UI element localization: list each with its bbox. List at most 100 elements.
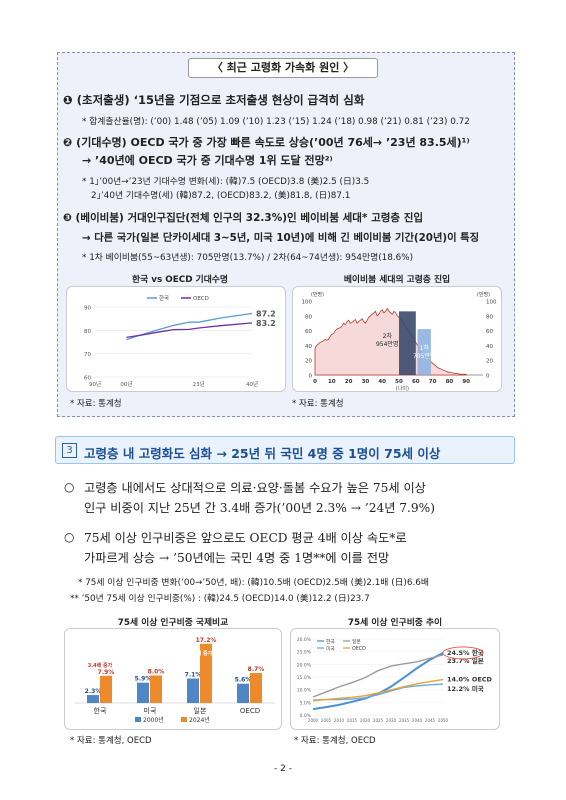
- y-tick-label: 0.0%: [300, 713, 312, 719]
- y-tick-label: 20: [305, 359, 312, 365]
- bar-value-label: 5.9%: [135, 676, 152, 683]
- x-tick-label: 00년: [120, 380, 132, 388]
- y-axis-label: (만명): [311, 291, 324, 298]
- growth-annotation: 2.4배 증가: [188, 650, 213, 657]
- growth-annotation: 3.4배 증가: [88, 662, 113, 669]
- y-tick-label-right: 100: [486, 300, 497, 306]
- y-tick-label: 30.0%: [297, 637, 312, 643]
- bullet-icon: ○: [64, 530, 75, 544]
- paragraph-note: ** ’50년 75세 이상 인구비중(%) : (韓)24.5 (OECD)1…: [70, 594, 370, 604]
- y-tick-label: 100: [302, 300, 313, 306]
- y-tick-label-right: 0: [486, 374, 490, 380]
- item-mark: ❶: [63, 93, 73, 107]
- y-tick-label: 40: [305, 344, 312, 350]
- x-tick-label: 60: [412, 379, 420, 385]
- elderly-share-bar-svg: 2.3% 7.9% 한국 5.9%8.0% 미국 7.1% 17.2% 일본 5.6% 8.7% O…: [75, 637, 275, 724]
- elderly-share-trend-chart: 0.0% 5.0% 10.0% 15.0% 20.0% 25.0% 30.0% 2000 200…: [290, 628, 500, 730]
- x-tick-label: 90: [462, 379, 470, 385]
- chart-caption: 한국 vs OECD 기대수명: [132, 275, 228, 285]
- page-number: - 2 -: [274, 764, 292, 774]
- x-tick-label: 23년: [193, 380, 205, 388]
- bar-value-label: 8.7%: [248, 666, 265, 673]
- x-tick-label: 2050: [438, 718, 449, 723]
- annotation-second: 954만명: [376, 340, 399, 348]
- x-tick-label: 10: [328, 379, 336, 385]
- y-tick-label: 60: [305, 329, 312, 335]
- elderly-share-bar-chart: 2.3% 7.9% 한국 5.9% 8.0% 미국 7.1% 17.2% 일본 5.6% 8.7% O…: [64, 628, 282, 730]
- y-tick-label-right: 20: [486, 359, 493, 365]
- legend-swatch: [135, 717, 141, 722]
- end-value-label: 87.2: [256, 310, 276, 319]
- legend-label: 2000년: [143, 716, 164, 724]
- item-text: (베이비붐) 거대인구집단(전체 인구의 32.3%)인 베이비붐 세대* 고령…: [75, 212, 424, 224]
- item-text: (초저출생) ‘15년을 기점으로 초저출생 현상이 급격히 심화: [76, 93, 365, 107]
- category-label: OECD: [240, 707, 260, 715]
- first-boom-bar: [417, 329, 431, 375]
- baby-boom-chart: 0 0 20 20 40 40 60 60 80 80 100 100 (만명) (만명) 0 10 20 30 4…: [292, 286, 502, 392]
- category-label: 일본: [194, 706, 207, 715]
- paragraph-line: 75세 이상 인구비중은 앞으로도 OECD 평균 4배 이상 속도*로: [84, 531, 407, 545]
- category-label: 한국: [94, 707, 107, 715]
- paragraph-line: 고령층 내에서도 상대적으로 의료·요양·돌봄 수요가 높은 75세 이상: [84, 481, 426, 495]
- y-tick-label: 15.0%: [297, 675, 312, 681]
- x-tick-label: 2025: [373, 718, 384, 723]
- item-note: * 1차 베이비붐(55~63년생): 705만명(13.7%) / 2차(64…: [82, 253, 414, 263]
- bar-value-label: 5.6%: [235, 677, 252, 684]
- life-expectancy-svg: 60 70 80 90 90년 00년 23년 40년 한국 87.2 OECD 83.2: [84, 295, 276, 388]
- bar-2024년: [200, 643, 212, 703]
- source-note: * 자료: 통계청, OECD: [70, 736, 152, 746]
- item-low-birth: ❶ (초저출생) ‘15년을 기점으로 초저출생 현상이 급격히 심화: [63, 92, 364, 108]
- bar-value-label: 8.0%: [148, 668, 165, 675]
- x-tick-label: 40년: [246, 380, 258, 388]
- category-label: 미국: [144, 706, 157, 715]
- item-life-expectancy: ❷ (기대수명) OECD 국가 중 가장 빠른 속도로 상승(’00년 76세…: [63, 134, 470, 150]
- bar-2000년: [137, 682, 149, 703]
- bar-2000년: [237, 683, 249, 703]
- x-tick-label: 2045: [425, 718, 436, 723]
- item-note: 2」’40년 기대수명(세) (韓)87.2, (OECD)83.2, (美)8…: [91, 191, 351, 201]
- item-text-2: → 다른 국가(일본 단카이세대 3~5년, 미국 10년)에 비해 긴 베이비…: [82, 232, 480, 244]
- series-line-일본: [312, 654, 444, 698]
- item-baby-boom: ❸ (베이비붐) 거대인구집단(전체 인구의 32.3%)인 베이비붐 세대* …: [63, 210, 423, 225]
- bar-value-label: 17.2%: [196, 637, 217, 644]
- legend-label: OECD: [193, 296, 209, 302]
- bar-2024년: [100, 675, 112, 703]
- bar-2000년: [187, 678, 199, 703]
- x-tick-label: 70: [429, 379, 437, 385]
- annotation-first: 1차: [420, 344, 430, 352]
- end-value-label: 23.7% 일본: [447, 656, 484, 665]
- end-value-label: 24.5% 한국: [447, 648, 484, 657]
- item-note: * 합계출산율(명): (’00) 1.48 (’05) 1.09 (’10) …: [82, 117, 470, 127]
- item-mark: ❸: [63, 212, 72, 224]
- series-line-OECD: [312, 678, 444, 702]
- y-tick-label-right: 40: [486, 344, 493, 350]
- bullet-icon: ○: [64, 480, 75, 494]
- legend-label: OECD: [352, 646, 366, 652]
- bar-2000년: [87, 695, 99, 703]
- item-mark: ❷: [63, 136, 73, 149]
- paragraph-note: * 75세 이상 인구비중 변화(’00→’50년, 배): (韓)10.5배 …: [78, 578, 429, 588]
- y-tick-label: 25.0%: [297, 650, 312, 656]
- y-tick-label: 80: [84, 329, 91, 335]
- highlight-circle: [442, 646, 484, 660]
- paragraph-line: 가파르게 상승 → ’50년에는 국민 4명 중 1명**에 이를 전망: [84, 551, 390, 565]
- chart-caption: 75세 이상 인구비중 추이: [347, 618, 443, 628]
- x-tick-label: 2015: [347, 718, 358, 723]
- y-tick-label: 90: [84, 306, 91, 312]
- x-tick-label: 2005: [321, 718, 332, 723]
- y-tick-label: 70: [84, 352, 91, 358]
- y-tick-label: 0: [309, 374, 313, 380]
- annotation-first: 705만명: [413, 352, 436, 360]
- annotation-second: 2차: [383, 332, 393, 340]
- legend-swatch: [181, 717, 187, 722]
- bar-value-label: 2.3%: [85, 688, 102, 695]
- legend-label: 2024년: [189, 716, 210, 724]
- end-value-label: 12.2% 미국: [447, 684, 484, 693]
- x-tick-label: 80: [446, 379, 454, 385]
- series-line-한국: [312, 652, 444, 711]
- source-note: * 자료: 통계청: [292, 399, 344, 409]
- x-tick-label: 50: [395, 379, 403, 385]
- item-text-2: → ’40년에 OECD 국가 중 기대수명 1위 도달 전망²⁾: [82, 154, 333, 167]
- second-boom-bar: [399, 311, 416, 375]
- life-expectancy-chart: 60 70 80 90 90년 00년 23년 40년 한국 87.2 OECD 83.2: [66, 286, 286, 392]
